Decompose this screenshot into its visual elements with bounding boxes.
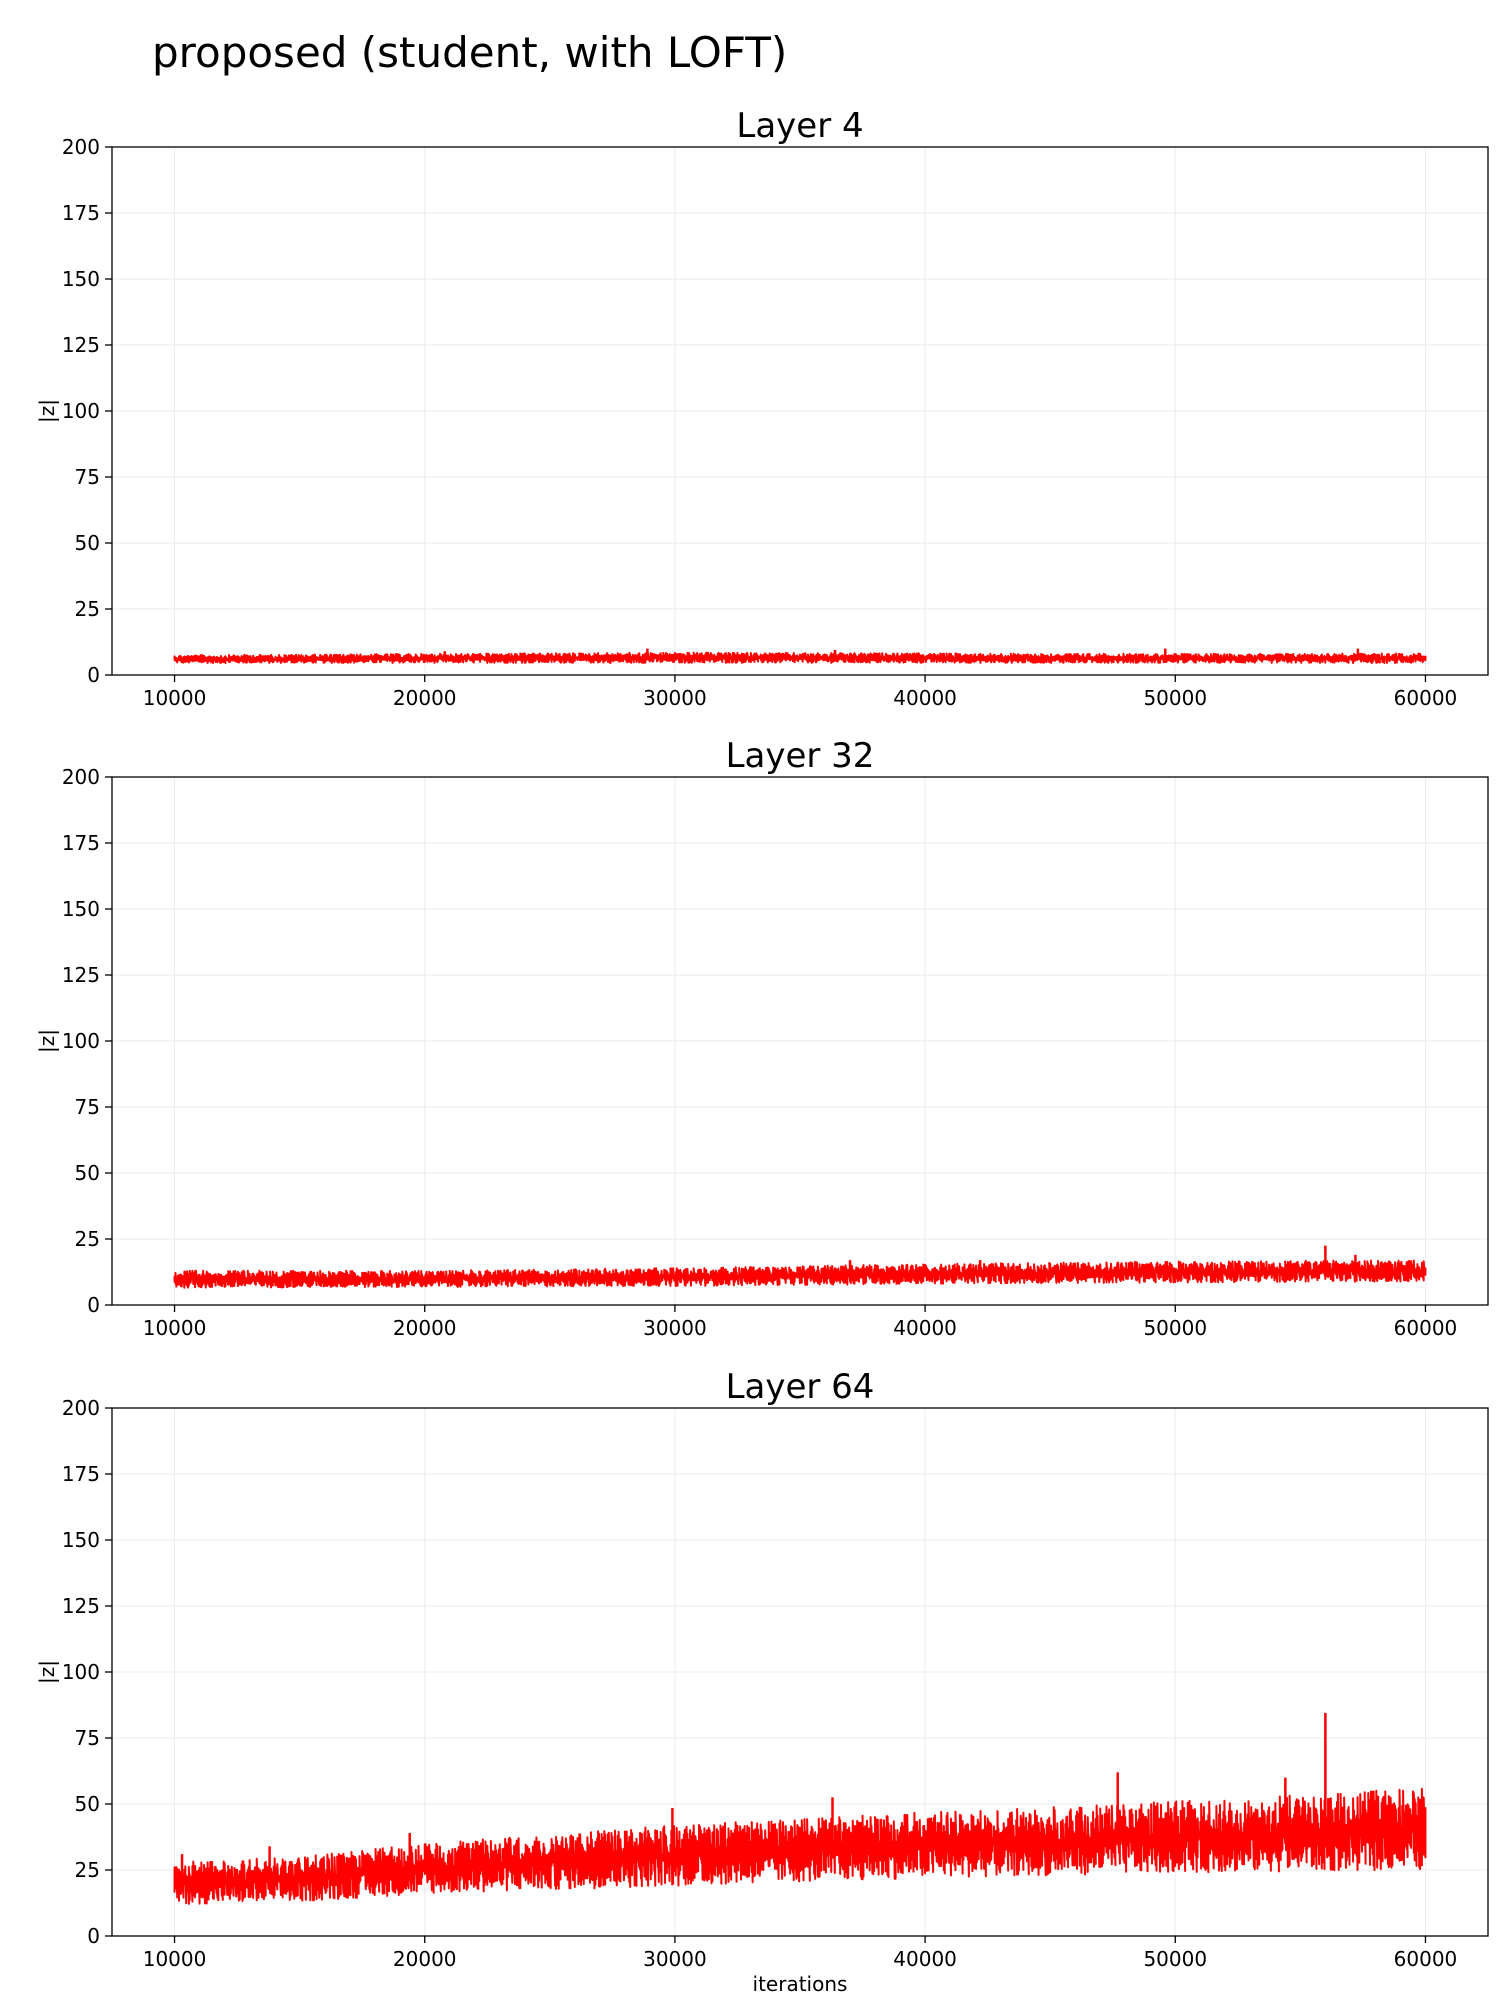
chart-panel-3: 10000 20000 30000 40000 50000 60000 0 25 50 75 100… bbox=[35, 1367, 1489, 1996]
y-tick-label: 175 bbox=[62, 201, 100, 225]
y-axis-label: |z| bbox=[35, 399, 59, 423]
y-tick-label: 0 bbox=[87, 1924, 100, 1948]
x-tick-label: 30000 bbox=[643, 686, 707, 710]
y-tick-label: 75 bbox=[75, 465, 100, 489]
chart-title: Layer 64 bbox=[726, 1367, 875, 1407]
x-tick-label: 20000 bbox=[393, 1947, 457, 1971]
y-tick-label: 175 bbox=[62, 831, 100, 855]
x-tick-label: 40000 bbox=[893, 686, 957, 710]
y-tick-label: 25 bbox=[75, 1858, 100, 1882]
chart-title: Layer 4 bbox=[736, 106, 863, 146]
y-tick-label: 200 bbox=[62, 765, 100, 789]
y-tick-label: 50 bbox=[75, 531, 100, 555]
y-tick-label: 125 bbox=[62, 963, 100, 987]
y-axis-label: |z| bbox=[35, 1660, 59, 1684]
x-tick-label: 20000 bbox=[393, 686, 457, 710]
x-axis-label: iterations bbox=[753, 1972, 848, 1996]
y-tick-label: 25 bbox=[75, 1227, 100, 1251]
x-tick-label: 10000 bbox=[143, 1947, 207, 1971]
y-tick-label: 200 bbox=[62, 1396, 100, 1420]
y-tick-label: 200 bbox=[62, 135, 100, 159]
x-tick-label: 60000 bbox=[1394, 1947, 1458, 1971]
y-tick-label: 75 bbox=[75, 1726, 100, 1750]
y-tick-label: 100 bbox=[62, 1660, 100, 1684]
y-tick-label: 50 bbox=[75, 1161, 100, 1185]
x-tick-label: 10000 bbox=[143, 686, 207, 710]
y-tick-label: 100 bbox=[62, 399, 100, 423]
series-line bbox=[173, 1787, 1427, 1905]
y-tick-label: 75 bbox=[75, 1095, 100, 1119]
y-tick-label: 125 bbox=[62, 1594, 100, 1618]
y-tick-label: 175 bbox=[62, 1462, 100, 1486]
series-line bbox=[173, 651, 1427, 665]
y-tick-label: 25 bbox=[75, 597, 100, 621]
y-tick-label: 150 bbox=[62, 267, 100, 291]
x-tick-label: 60000 bbox=[1394, 1316, 1458, 1340]
x-tick-label: 50000 bbox=[1143, 686, 1207, 710]
y-tick-label: 0 bbox=[87, 1293, 100, 1317]
chart-title: Layer 32 bbox=[726, 736, 875, 776]
x-tick-label: 50000 bbox=[1143, 1316, 1207, 1340]
y-tick-label: 50 bbox=[75, 1792, 100, 1816]
y-tick-label: 150 bbox=[62, 1528, 100, 1552]
x-tick-label: 20000 bbox=[393, 1316, 457, 1340]
x-tick-label: 60000 bbox=[1394, 686, 1458, 710]
x-tick-label: 10000 bbox=[143, 1316, 207, 1340]
y-tick-label: 125 bbox=[62, 333, 100, 357]
y-tick-label: 100 bbox=[62, 1029, 100, 1053]
chart-panel-1: 10000 20000 30000 40000 50000 60000 0 25 50 75 100… bbox=[35, 106, 1489, 710]
y-tick-label: 150 bbox=[62, 897, 100, 921]
y-tick-label: 0 bbox=[87, 663, 100, 687]
series-line bbox=[173, 1259, 1427, 1289]
x-tick-label: 50000 bbox=[1143, 1947, 1207, 1971]
x-tick-label: 40000 bbox=[893, 1947, 957, 1971]
x-tick-label: 30000 bbox=[643, 1947, 707, 1971]
y-axis-label: |z| bbox=[35, 1029, 59, 1053]
figure-title: proposed (student, with LOFT) bbox=[152, 28, 788, 77]
x-tick-label: 30000 bbox=[643, 1316, 707, 1340]
x-tick-label: 40000 bbox=[893, 1316, 957, 1340]
chart-panel-2: 10000 20000 30000 40000 50000 60000 0 25 50 75 100… bbox=[35, 736, 1489, 1340]
